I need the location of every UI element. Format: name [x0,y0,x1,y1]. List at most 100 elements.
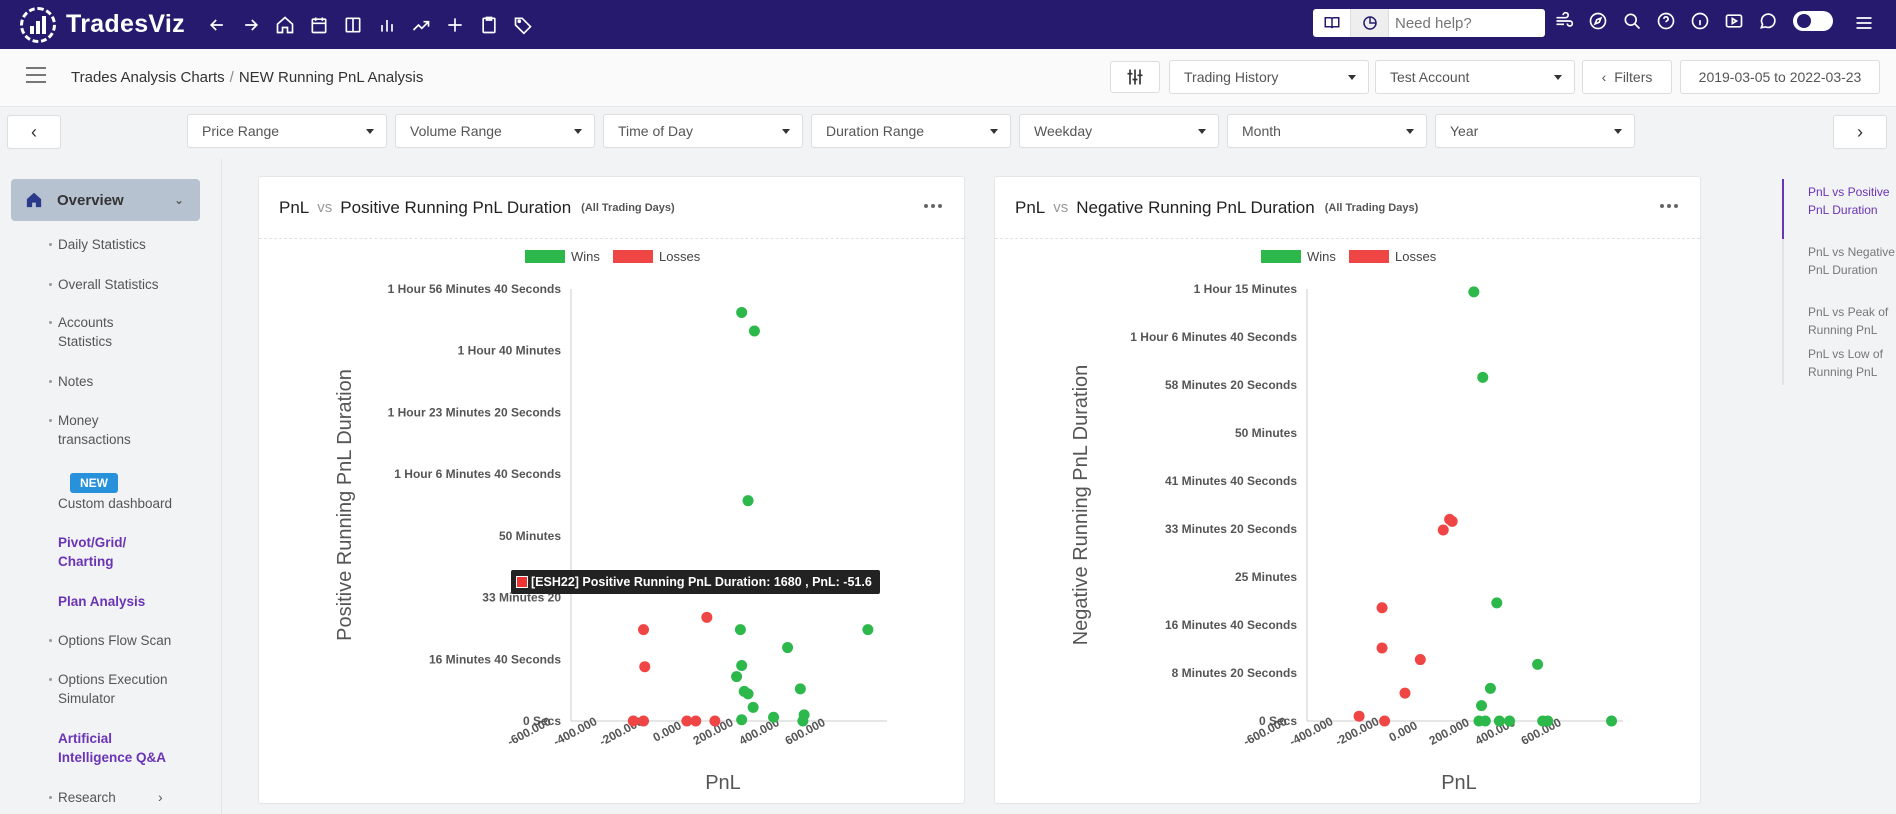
y-tick-label: 58 Minutes 20 Seconds [1165,378,1297,392]
toc-item[interactable]: PnL vs Negative PnL Duration [1808,245,1895,277]
home-icon [26,192,42,208]
more-options-icon[interactable] [924,204,942,208]
breadcrumb-separator: / [229,69,234,86]
theme-toggle[interactable] [1793,11,1833,31]
chart-card-header: PnL vs Negative Running PnL Duration (Al… [995,177,1700,239]
account-select[interactable]: Test Account [1375,60,1575,94]
win-point [797,715,809,727]
book-icon[interactable] [1313,9,1351,37]
sidebar-item-custom-dashboard[interactable]: Custom dashboard [58,496,173,511]
x-tick-label: 200.000 [1427,715,1472,748]
legend-wins-swatch [1261,250,1301,263]
compass-icon[interactable] [1588,11,1608,31]
chevron-down-icon [1614,129,1622,134]
bar-chart-icon[interactable] [377,15,397,35]
question-icon[interactable] [1656,11,1676,31]
sidebar-item-options-execution-simulator[interactable]: Options Execution Simulator [49,670,183,708]
filters-label: Filters [1614,69,1653,85]
chevron-down-icon [574,129,582,134]
scatter-plot: Wins Losses 0 Secs 8 Minutes 20 Seconds 16 M… [1070,249,1623,794]
sidebar: Overview ⌄ Daily Statistics Overall Stat… [0,159,222,814]
legend-wins-swatch [525,250,565,263]
filter-label: Price Range [202,123,280,139]
filter-label: Year [1450,123,1479,139]
chart-settings-button[interactable] [1110,61,1160,93]
toc-active-indicator [1782,179,1784,239]
tag-icon[interactable] [513,15,533,35]
sidebar-item-research[interactable]: Research [49,788,208,807]
sidebar-item-options-flow-scan[interactable]: Options Flow Scan [49,631,208,650]
filters-next-button[interactable]: › [1833,115,1887,149]
sidebar-toggle-icon[interactable] [26,67,46,83]
chevron-down-icon [366,129,374,134]
sidebar-item-plan-analysis[interactable]: Plan Analysis [58,594,146,609]
pie-chart-icon[interactable] [1351,9,1389,37]
filter-volume-range[interactable]: Volume Range [395,114,595,148]
filters-prev-button[interactable]: ‹ [7,115,61,149]
win-point [736,659,748,671]
home-icon[interactable] [275,15,295,35]
forward-arrow-icon[interactable] [241,15,261,35]
sidebar-overview[interactable]: Overview ⌄ [11,179,200,221]
toc-item[interactable]: PnL vs Positive PnL Duration [1808,185,1890,217]
sidebar-item-notes[interactable]: Notes [49,372,208,391]
sidebar-item-pivot-grid-charting[interactable]: Pivot/Grid/ Charting [58,535,127,569]
win-point [734,624,746,636]
sidebar-item-ai-qa[interactable]: Artificial Intelligence Q&A [58,731,167,765]
new-badge: NEW [70,473,118,493]
menu-icon[interactable] [1854,13,1874,33]
chart-card-header: PnL vs Positive Running PnL Duration (Al… [259,177,964,239]
legend-wins-label: Wins [1307,249,1336,264]
search-icon[interactable] [1622,11,1642,31]
date-range-button[interactable]: 2019-03-05 to 2022-03-23 [1680,60,1880,94]
sidebar-item-money-transactions[interactable]: Money transactions [49,411,158,449]
breadcrumb-parent[interactable]: Trades Analysis Charts [71,69,225,86]
legend-wins-label: Wins [571,249,600,264]
wind-icon[interactable] [1554,11,1574,31]
layout-columns-icon[interactable] [343,15,363,35]
chart-card-positive-duration: PnL vs Positive Running PnL Duration (Al… [258,176,965,804]
chevron-down-icon [782,129,790,134]
chevron-left-icon: ‹ [1601,69,1607,85]
chevron-right-icon[interactable]: › [158,789,163,805]
top-navbar: TradesViz [0,0,1896,49]
sidebar-item-accounts-statistics[interactable]: Accounts Statistics [49,313,158,351]
y-tick-label: 50 Minutes [1235,426,1297,440]
back-arrow-icon[interactable] [207,15,227,35]
calendar-icon[interactable] [309,15,329,35]
info-icon[interactable] [1690,11,1710,31]
toc-item[interactable]: PnL vs Peak of Running PnL [1808,305,1889,337]
filter-label: Weekday [1034,123,1093,139]
app-logo[interactable]: TradesViz [20,6,200,43]
win-point [742,495,754,507]
y-tick-label: 1 Hour 40 Minutes [458,344,562,358]
trading-history-select[interactable]: Trading History [1169,60,1369,94]
filter-year[interactable]: Year [1435,114,1635,148]
y-tick-label: 16 Minutes 40 Seconds [1165,618,1297,632]
chat-icon[interactable] [1758,11,1778,31]
win-point [1504,715,1516,727]
sidebar-item-daily-statistics[interactable]: Daily Statistics [49,235,208,254]
filter-price-range[interactable]: Price Range [187,114,387,148]
sidebar-item-overall-statistics[interactable]: Overall Statistics [49,275,208,294]
video-icon[interactable] [1724,11,1744,31]
more-options-icon[interactable] [1660,204,1678,208]
filter-month[interactable]: Month [1227,114,1427,148]
chevron-down-icon: ⌄ [173,193,184,207]
win-point [1476,700,1487,712]
loss-point [1414,654,1426,666]
y-tick-label: 1 Hour 56 Minutes 40 Seconds [388,282,562,296]
win-point [1491,597,1503,609]
filter-time-of-day[interactable]: Time of Day [603,114,803,148]
help-input[interactable] [1395,14,1545,32]
chart-vs: vs [1053,199,1069,216]
plus-icon[interactable] [445,15,465,35]
y-tick-label: 41 Minutes 40 Seconds [1165,474,1297,488]
filter-weekday[interactable]: Weekday [1019,114,1219,148]
filter-duration-range[interactable]: Duration Range [811,114,1011,148]
filters-button[interactable]: ‹ Filters [1582,60,1672,94]
filter-label: Volume Range [410,123,502,139]
clipboard-icon[interactable] [479,15,499,35]
trend-line-icon[interactable] [411,15,431,35]
toc-item[interactable]: PnL vs Low of Running PnL [1808,347,1883,379]
